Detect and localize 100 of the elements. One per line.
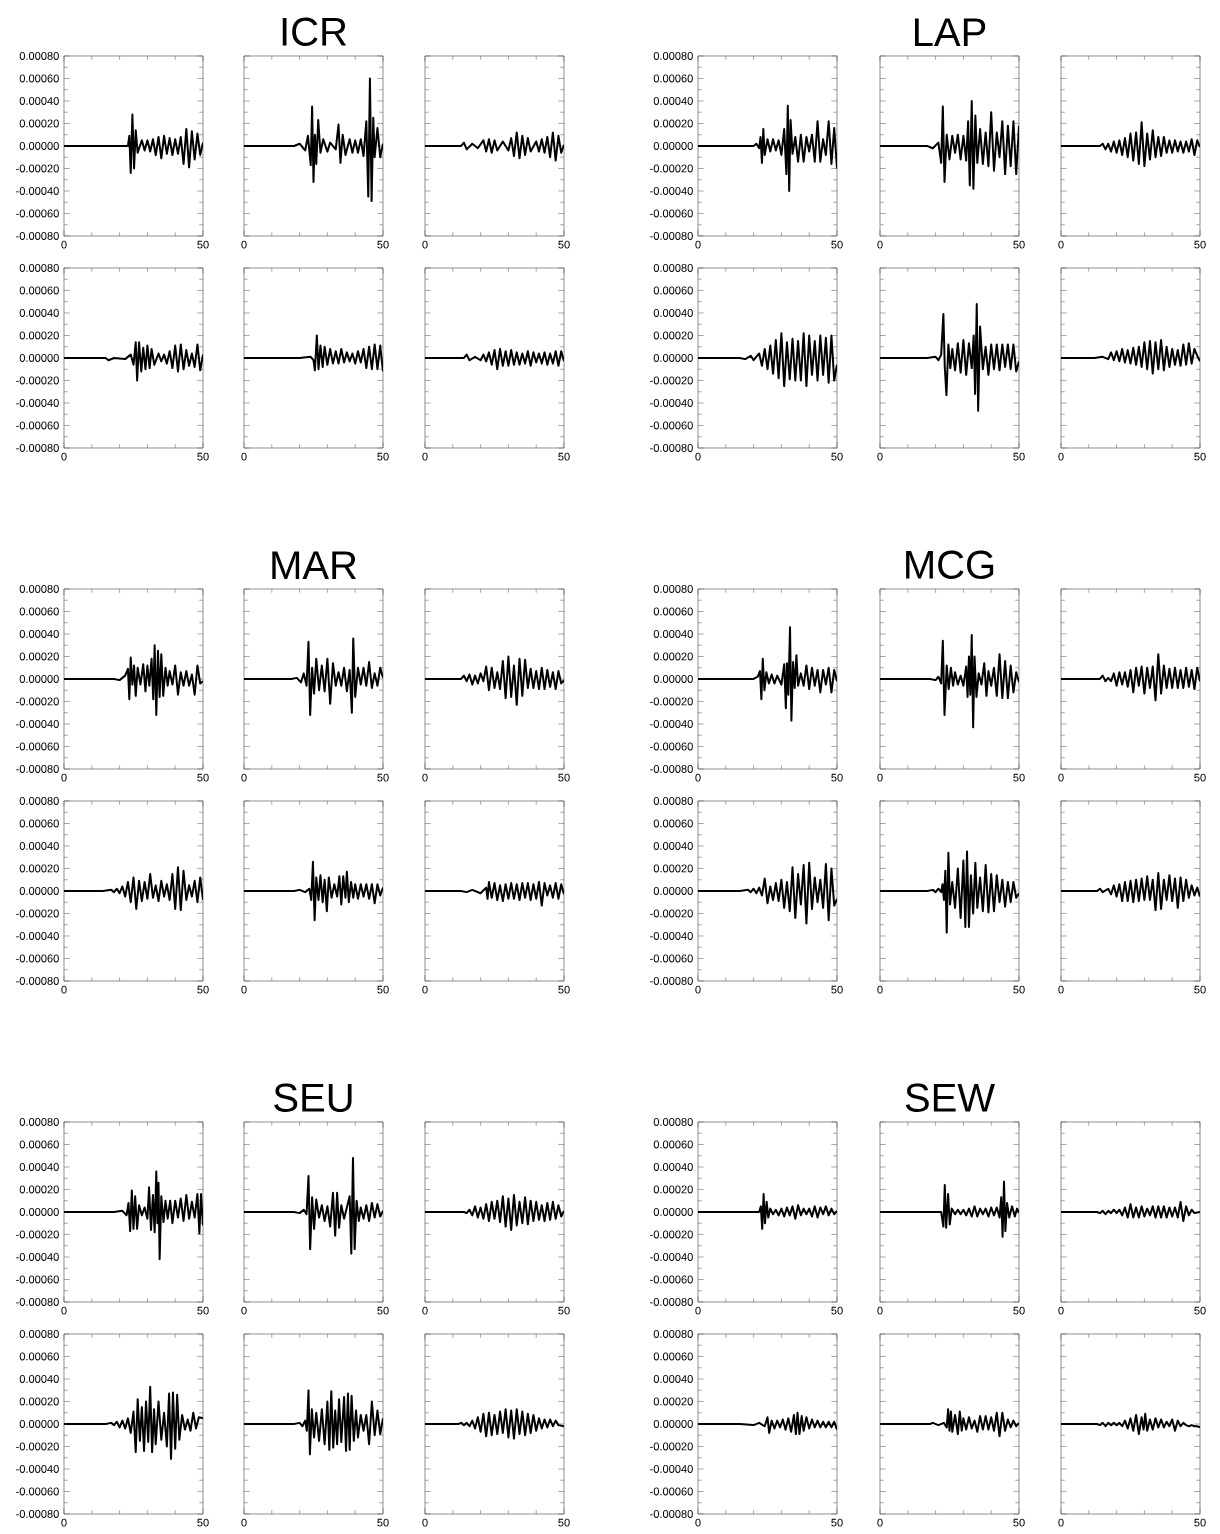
x-tick-label: 0 [1058, 1306, 1064, 1315]
y-tick-label: 0.00080 [19, 1330, 59, 1338]
x-tick-label: 50 [831, 452, 843, 461]
x-tick-label: 50 [1194, 985, 1206, 994]
y-tick-label: -0.00020 [16, 909, 59, 918]
y-tick-label: 0.00060 [19, 1352, 59, 1361]
x-tick-label: 50 [558, 452, 570, 461]
x-tick-label: 50 [197, 1518, 209, 1527]
x-tick-label: 50 [1194, 240, 1206, 249]
y-tick-label: 0.00080 [653, 52, 693, 60]
y-tick-label: 0.00040 [653, 1163, 693, 1171]
y-tick-label: 0.00000 [19, 142, 59, 150]
x-tick-label: 0 [422, 1518, 428, 1527]
chart-title: MAR [272, 551, 357, 579]
line-series [698, 332, 837, 388]
x-tick-label: 50 [1194, 1306, 1206, 1315]
y-tick-label: 0.00040 [653, 842, 693, 850]
y-tick-label: -0.00040 [16, 1465, 59, 1473]
y-tick-label: 0.00020 [19, 119, 59, 128]
y-tick-label: -0.00060 [650, 1487, 693, 1496]
line-series [698, 626, 837, 722]
y-tick-label: 0.00020 [653, 331, 693, 340]
y-tick-label: 0.00000 [653, 887, 693, 895]
y-tick-label: -0.00040 [16, 932, 59, 940]
y-tick-label: 0.00060 [653, 607, 693, 616]
y-tick-label: -0.00080 [16, 977, 59, 985]
chart-title: SEU [274, 1083, 352, 1112]
x-tick-label: 50 [197, 985, 209, 994]
y-tick-label: -0.00080 [16, 232, 59, 240]
y-tick-label: -0.00060 [650, 742, 693, 751]
x-tick-label: 50 [831, 985, 843, 994]
y-tick-label: 0.00060 [653, 1352, 693, 1361]
y-tick-label: 0.00020 [19, 331, 59, 340]
y-tick-label: 0.00080 [19, 797, 59, 805]
x-tick-label: 50 [197, 452, 209, 461]
y-tick-label: -0.00040 [650, 932, 693, 940]
chart-title: ICR [282, 17, 347, 46]
line-series [698, 1411, 837, 1436]
x-tick-label: 50 [1013, 1518, 1025, 1527]
y-tick-label: 0.00080 [19, 1118, 59, 1126]
y-tick-label: 0.00000 [653, 354, 693, 362]
x-tick-label: 0 [241, 1518, 247, 1527]
line-series [64, 341, 203, 382]
chart-title: SEW [905, 1083, 995, 1112]
x-tick-label: 0 [877, 1518, 883, 1527]
y-tick-label: -0.00040 [650, 187, 693, 195]
chart-title: MCG [906, 550, 994, 579]
y-tick-label: -0.00020 [650, 697, 693, 706]
x-tick-label: 50 [831, 773, 843, 782]
y-tick-label: 0.00000 [653, 142, 693, 150]
line-series [698, 1192, 837, 1230]
y-tick-label: 0.00040 [653, 630, 693, 638]
y-tick-label: -0.00080 [650, 1510, 693, 1518]
y-tick-label: -0.00040 [650, 1253, 693, 1261]
y-tick-label: 0.00080 [653, 264, 693, 272]
y-tick-label: 0.00000 [19, 1208, 59, 1216]
y-tick-label: 0.00000 [19, 887, 59, 895]
x-tick-label: 50 [197, 1306, 209, 1315]
x-tick-label: 0 [422, 240, 428, 249]
line-series [64, 1170, 203, 1261]
y-tick-label: 0.00040 [653, 97, 693, 105]
x-tick-label: 0 [61, 985, 67, 994]
y-tick-label: -0.00060 [16, 1275, 59, 1284]
y-tick-label: 0.00080 [19, 52, 59, 60]
y-tick-label: -0.00020 [16, 697, 59, 706]
y-tick-label: 0.00020 [653, 119, 693, 128]
y-tick-label: 0.00080 [653, 797, 693, 805]
y-tick-label: -0.00040 [650, 1465, 693, 1473]
x-tick-label: 50 [1013, 240, 1025, 249]
x-tick-label: 50 [377, 452, 389, 461]
x-tick-label: 0 [695, 240, 701, 249]
y-tick-label: -0.00060 [650, 421, 693, 430]
line-series [64, 113, 203, 174]
x-tick-label: 0 [61, 1306, 67, 1315]
y-tick-label: 0.00060 [653, 286, 693, 295]
y-tick-label: 0.00080 [653, 1118, 693, 1126]
x-tick-label: 50 [1194, 1518, 1206, 1527]
y-tick-label: 0.00060 [19, 819, 59, 828]
y-tick-label: -0.00060 [16, 1487, 59, 1496]
y-tick-label: -0.00080 [16, 1510, 59, 1518]
x-tick-label: 50 [377, 773, 389, 782]
x-tick-label: 0 [241, 985, 247, 994]
y-tick-label: -0.00040 [16, 399, 59, 407]
y-tick-label: 0.00020 [19, 1185, 59, 1194]
y-tick-label: -0.00020 [16, 1230, 59, 1239]
x-tick-label: 50 [197, 240, 209, 249]
x-tick-label: 50 [197, 773, 209, 782]
x-tick-label: 0 [422, 773, 428, 782]
y-tick-label: -0.00020 [650, 909, 693, 918]
x-tick-label: 50 [558, 773, 570, 782]
y-tick-label: 0.00080 [653, 585, 693, 593]
line-series [64, 644, 203, 716]
y-tick-label: -0.00060 [16, 742, 59, 751]
x-tick-label: 0 [61, 1518, 67, 1527]
x-tick-label: 0 [1058, 240, 1064, 249]
y-tick-label: 0.00060 [653, 1140, 693, 1149]
y-tick-label: 0.00040 [653, 1375, 693, 1383]
x-tick-label: 0 [1058, 1518, 1064, 1527]
y-tick-label: -0.00020 [650, 1230, 693, 1239]
y-tick-label: 0.00020 [19, 652, 59, 661]
